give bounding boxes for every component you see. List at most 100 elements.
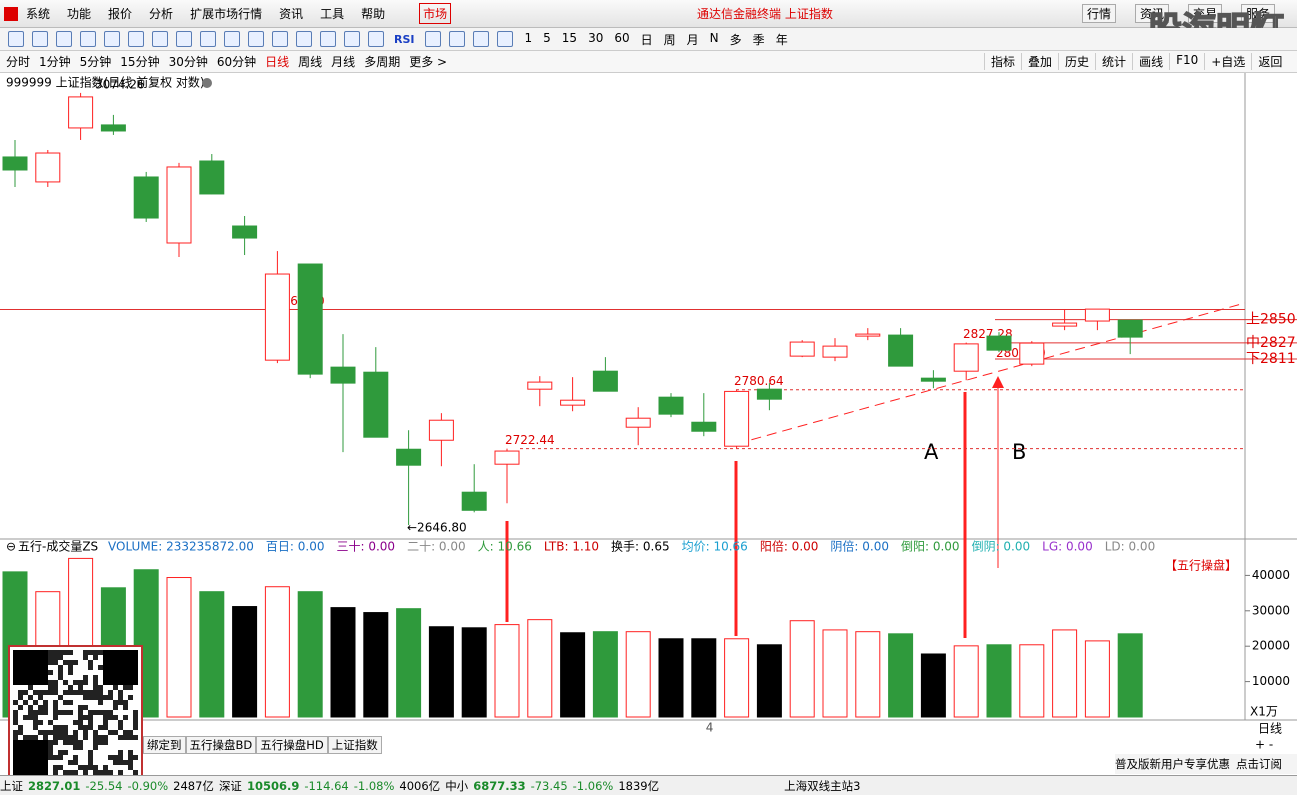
qr-cell [133,675,138,680]
menu-item[interactable]: 帮助 [361,7,386,21]
zoom[interactable]: + - [1255,738,1273,752]
qr-cell [133,725,138,730]
qr-cell [123,675,128,680]
period-tool[interactable]: 历史 [1058,53,1095,70]
indicator: LTB: 1.10 [544,540,599,554]
menu-item[interactable]: 资讯 [279,7,304,21]
qr-cell [103,650,108,655]
period-tab[interactable]: 更多 > [409,55,448,69]
menu-item[interactable]: 工具 [320,7,345,21]
tool-period[interactable]: 60 [614,30,630,45]
period-tab[interactable]: 15分钟 [120,55,160,69]
tab[interactable]: 五行操盘BD [185,736,257,754]
qr-cell [113,685,118,690]
menu-market[interactable]: 市场 [419,3,452,24]
period-tool[interactable]: 统计 [1095,53,1132,70]
qr-cell [133,735,138,740]
period-tab[interactable]: 日线 [265,55,290,69]
period-tab[interactable]: 1分钟 [39,55,71,69]
y-tick-label: 20000 [1252,639,1290,653]
indicator: 均价: 10.66 [682,540,748,554]
qr-cell [83,715,88,720]
tool-period[interactable]: 多 [729,32,742,47]
tool-period[interactable]: 年 [775,32,788,47]
window-button[interactable]: 资讯 [1135,4,1170,23]
qr-cell [53,660,58,665]
qr-cell [78,710,83,715]
tool-period[interactable]: 日 [640,32,653,47]
qr-cell [83,650,88,655]
tool-period[interactable]: 15 [561,30,578,45]
qr-cell [78,715,83,720]
qr-cell [18,660,23,665]
status-item: -0.90% [127,778,169,793]
tool-period[interactable]: 季 [752,32,765,47]
window-button[interactable]: 交易 [1188,4,1223,23]
qr-cell [103,660,108,665]
menu-item[interactable]: 系统 [26,7,51,21]
tool-period[interactable]: N [709,30,719,45]
qr-cell [43,755,48,760]
qr-cell [108,710,113,715]
qr-cell [93,735,98,740]
tool-period[interactable]: 月 [686,32,699,47]
qr-cell [113,700,118,705]
qr-cell [38,680,43,685]
qr-cell [48,740,53,745]
period-tool[interactable]: +自选 [1204,53,1251,70]
period-tab[interactable]: 月线 [331,55,356,69]
qr-cell [133,680,138,685]
tool-period[interactable]: 1 [524,30,533,45]
qr-cell [68,710,73,715]
tool-period[interactable]: 5 [543,30,551,45]
qr-cell [73,740,78,745]
period-tab[interactable]: 5分钟 [79,55,112,69]
qr-cell [88,660,93,665]
period-tool[interactable]: 指标 [984,53,1021,70]
qr-cell [123,655,128,660]
qr-cell [113,670,118,675]
tool-period[interactable]: 周 [663,32,676,47]
qr-cell [118,770,123,775]
qr-cell [68,690,73,695]
period-tab[interactable]: 分时 [6,55,31,69]
period-tool[interactable]: 叠加 [1021,53,1058,70]
tool-rsi[interactable]: RSI [394,32,415,46]
window-button[interactable]: 服务 [1241,4,1276,23]
period-tab[interactable]: 周线 [298,55,323,69]
period-tool[interactable]: 画线 [1132,53,1169,70]
period-tool[interactable]: 返回 [1251,53,1288,70]
menu-item[interactable]: 扩展市场行情 [190,7,263,21]
qr-cell [53,715,58,720]
qr-cell [88,755,93,760]
menu-item[interactable]: 功能 [67,7,92,21]
qr-cell [103,740,108,745]
tab[interactable]: 绑定到 [143,736,186,754]
qr-cell [118,735,123,740]
qr-cell [73,760,78,765]
qr-cell [18,680,23,685]
qr-cell [78,720,83,725]
period-tab[interactable]: 60分钟 [216,55,257,69]
qr-cell [53,700,58,705]
period-tool[interactable]: F10 [1169,53,1204,70]
window-button[interactable]: 行情 [1082,4,1117,23]
qr-cell [133,650,138,655]
status-item: -25.54 [85,778,123,793]
indicator: 阳倍: 0.00 [760,539,819,554]
menu-item[interactable]: 分析 [149,7,174,21]
indicator: VOLUME: 233235872.00 [108,540,254,554]
qr-cell [128,730,133,735]
qr-cell [48,755,53,760]
menu-item[interactable]: 报价 [108,7,133,21]
period-tab[interactable]: 多周期 [364,55,401,69]
marker-b: B [1012,440,1026,464]
qr-cell [118,680,123,685]
tool-period[interactable]: 30 [588,30,604,45]
qr-cell [33,740,38,745]
qr-cell [98,690,103,695]
tab[interactable]: 五行操盘HD [256,736,328,754]
tab[interactable]: 上证指数 [327,736,382,754]
period-tab[interactable]: 30分钟 [168,55,208,69]
subscribe[interactable]: 点击订阅 [1236,757,1282,771]
